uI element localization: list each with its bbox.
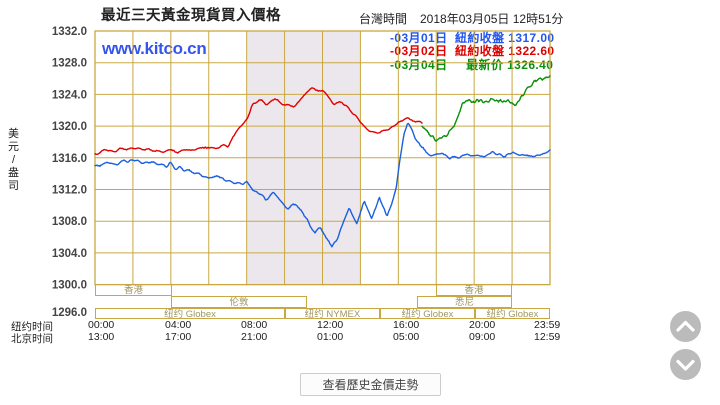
svg-text:1320.0: 1320.0 xyxy=(52,121,87,133)
svg-text:1316.0: 1316.0 xyxy=(52,153,87,165)
svg-text:1304.0: 1304.0 xyxy=(52,248,87,260)
svg-text:1328.0: 1328.0 xyxy=(52,58,87,70)
svg-text:1300.0: 1300.0 xyxy=(52,280,87,292)
svg-text:1332.0: 1332.0 xyxy=(52,26,87,38)
svg-text:1324.0: 1324.0 xyxy=(52,89,87,101)
svg-text:1312.0: 1312.0 xyxy=(52,185,87,197)
svg-text:1308.0: 1308.0 xyxy=(52,216,87,228)
svg-text:1296.0: 1296.0 xyxy=(52,307,87,319)
